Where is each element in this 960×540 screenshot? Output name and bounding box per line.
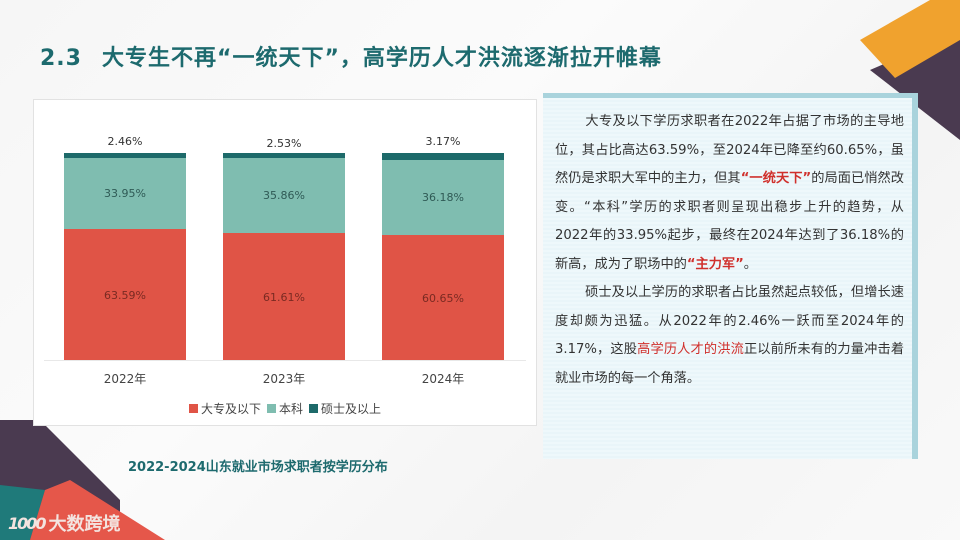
chart-legend: 大专及以下 本科 硕士及以上 [34, 400, 536, 417]
segment-master-2022 [64, 153, 186, 158]
legend-item-master: 硕士及以上 [309, 400, 381, 417]
segment-bachelor-2022: 33.95% [64, 158, 186, 229]
segment-bachelor-2023: 35.86% [223, 158, 345, 233]
legend-item-bachelor: 本科 [266, 400, 303, 417]
highlight-high-education: 高学历人才的洪流 [637, 342, 744, 357]
segment-master-2024 [382, 153, 504, 160]
chart-caption: 2022-2024山东就业市场求职者按学历分布 [128, 460, 388, 475]
stacked-bar-chart: 2.46% 33.95% 63.59% 2.53% 35.86% 61.61% … [33, 99, 537, 426]
logo-mark-icon: 1000 [8, 513, 47, 533]
legend-item-junior: 大专及以下 [188, 400, 261, 417]
highlight-main-force: “主力军” [686, 256, 744, 272]
corner-decoration-top-right [860, 0, 960, 140]
bar-2024: 3.17% 36.18% 60.65% [382, 135, 504, 361]
paragraph-2: 硕士及以上学历的求职者占比虽然起点较低，但增长速度却颇为迅猛。从2022年的2.… [555, 285, 905, 386]
legend-swatch-bachelor [266, 404, 276, 413]
x-axis-line [44, 360, 526, 361]
logo-text: 大数跨境 [48, 514, 121, 535]
bar-2023: 2.53% 35.86% 61.61% [223, 137, 345, 361]
x-tick-2022: 2022年 [103, 372, 147, 386]
bar-label-master-2023: 2.53% [266, 137, 302, 150]
legend-swatch-junior [188, 404, 198, 413]
x-tick-2023: 2023年 [262, 372, 306, 386]
analysis-text-box: 大专及以下学历求职者在2022年占据了市场的主导地位，其占比高达63.59%，至… [543, 93, 918, 459]
bar-label-master-2024: 3.17% [425, 135, 461, 148]
segment-junior-2023: 61.61% [223, 233, 345, 361]
title-text: 大专生不再“一统天下”，高学历人才洪流逐渐拉开帷幕 [101, 46, 662, 71]
corner-decoration-bottom-left [0, 420, 165, 540]
page-title: 2.3 大专生不再“一统天下”，高学历人才洪流逐渐拉开帷幕 [40, 40, 662, 72]
highlight-dominance: “一统天下” [740, 171, 812, 186]
segment-bachelor-2024: 36.18% [382, 160, 504, 235]
segment-junior-2024: 60.65% [382, 235, 504, 361]
segment-junior-2022: 63.59% [64, 229, 186, 361]
segment-master-2023 [223, 153, 345, 158]
brand-logo: 1000 大数跨境 [8, 510, 121, 536]
section-number: 2.3 [40, 46, 82, 71]
paragraph-1: 大专及以下学历求职者在2022年占据了市场的主导地位，其占比高达63.59%，至… [555, 114, 904, 272]
legend-swatch-master [309, 404, 318, 413]
bar-2022: 2.46% 33.95% 63.59% [64, 135, 186, 361]
bar-label-master-2022: 2.46% [107, 135, 143, 148]
x-tick-2024: 2024年 [421, 372, 465, 386]
